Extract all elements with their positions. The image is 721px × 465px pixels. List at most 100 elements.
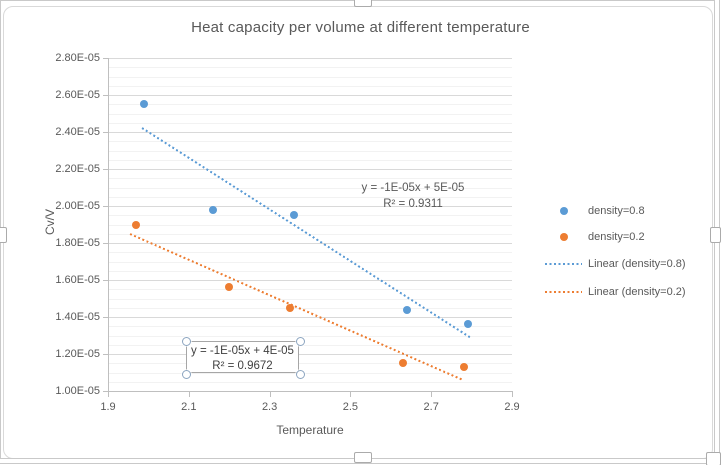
- x-axis-tick-label[interactable]: 1.9: [100, 401, 116, 413]
- major-gridline: [108, 317, 512, 318]
- minor-gridline: [108, 307, 512, 309]
- chart-resize-handle-bottom-right[interactable]: [706, 452, 721, 465]
- major-gridline: [108, 206, 512, 207]
- x-axis-tick-label[interactable]: 2.3: [261, 401, 278, 413]
- chart-resize-handle-top[interactable]: [354, 0, 372, 7]
- minor-gridline: [108, 381, 512, 383]
- legend-item-linear-density-0.8[interactable]: Linear (density=0.8): [545, 257, 686, 271]
- x-axis-tick: [188, 391, 190, 397]
- x-axis-tick: [108, 391, 109, 397]
- minor-gridline: [108, 252, 512, 254]
- legend-label: density=0.2: [588, 231, 645, 243]
- legend-marker-dotted-line: [545, 263, 582, 265]
- minor-gridline: [108, 344, 512, 346]
- major-gridline: [108, 354, 512, 355]
- y-axis-tick: [103, 354, 108, 355]
- y-axis-tick-label[interactable]: 1.40E-05: [55, 311, 100, 323]
- y-axis-tick: [103, 95, 108, 96]
- data-point-density=0.8[interactable]: [463, 320, 472, 329]
- x-axis-tick-label[interactable]: 2.7: [423, 401, 439, 413]
- data-point-density=0.2[interactable]: [285, 303, 294, 312]
- y-axis-tick: [103, 169, 108, 170]
- minor-gridline: [108, 104, 512, 106]
- equation-text: y = -1E-05x + 5E-05: [361, 182, 465, 194]
- minor-gridline: [108, 224, 512, 226]
- y-axis-tick-label[interactable]: 2.00E-05: [55, 200, 100, 212]
- y-axis-title[interactable]: Cv/V: [43, 209, 57, 236]
- minor-gridline: [108, 67, 512, 69]
- minor-gridline: [108, 261, 512, 263]
- x-axis-line: [104, 391, 513, 392]
- major-gridline: [108, 169, 512, 170]
- trendline-equation-density-0.8[interactable]: y = -1E-05x + 5E-05 R² = 0.9311: [346, 180, 480, 212]
- legend-label: density=0.8: [588, 205, 645, 217]
- minor-gridline: [108, 196, 512, 198]
- minor-gridline: [108, 363, 512, 365]
- textbox-handle-bottom-left[interactable]: [182, 370, 191, 379]
- chart-resize-handle-bottom[interactable]: [354, 452, 372, 463]
- data-point-density=0.2[interactable]: [225, 283, 234, 292]
- minor-gridline: [108, 335, 512, 337]
- y-axis-tick: [103, 317, 108, 318]
- y-axis-tick-label[interactable]: 1.80E-05: [55, 237, 100, 249]
- y-axis-tick-label[interactable]: 2.60E-05: [55, 89, 100, 101]
- x-axis-tick: [512, 391, 513, 397]
- y-axis-tick-label[interactable]: 2.80E-05: [55, 52, 100, 64]
- minor-gridline: [108, 187, 512, 189]
- textbox-handle-top-right[interactable]: [296, 337, 305, 346]
- x-axis-tick: [431, 391, 433, 397]
- minor-gridline: [108, 298, 512, 300]
- legend-item-density-0.2[interactable]: density=0.2: [545, 230, 645, 244]
- minor-gridline: [108, 159, 512, 161]
- x-axis-tick: [350, 391, 352, 397]
- data-point-density=0.8[interactable]: [289, 211, 298, 220]
- chart-resize-handle-left[interactable]: [0, 227, 7, 243]
- textbox-handle-top-left[interactable]: [182, 337, 191, 346]
- y-axis-tick-label[interactable]: 1.20E-05: [55, 348, 100, 360]
- equation-text: y = -1E-05x + 4E-05: [191, 345, 294, 357]
- textbox-handle-bottom-right[interactable]: [296, 370, 305, 379]
- legend-label: Linear (density=0.8): [588, 258, 686, 270]
- y-axis-tick-label[interactable]: 1.60E-05: [55, 274, 100, 286]
- r-squared-text: R² = 0.9311: [383, 198, 443, 210]
- y-axis-tick: [103, 58, 108, 59]
- trendline-equation-textbox-density-0.2[interactable]: y = -1E-05x + 4E-05 R² = 0.9672: [186, 341, 299, 373]
- data-point-density=0.2[interactable]: [398, 359, 407, 368]
- data-point-density=0.8[interactable]: [209, 205, 218, 214]
- chart-resize-handle-right[interactable]: [710, 227, 721, 243]
- y-axis-line: [108, 58, 109, 392]
- minor-gridline: [108, 178, 512, 180]
- minor-gridline: [108, 150, 512, 152]
- major-gridline: [108, 243, 512, 244]
- x-axis-tick-label[interactable]: 2.9: [504, 401, 520, 413]
- minor-gridline: [108, 113, 512, 115]
- major-gridline: [108, 280, 512, 281]
- legend-item-linear-density-0.2[interactable]: Linear (density=0.2): [545, 285, 686, 299]
- x-axis-tick-label[interactable]: 2.1: [181, 401, 197, 413]
- minor-gridline: [108, 122, 512, 124]
- major-gridline: [108, 132, 512, 133]
- minor-gridline: [108, 270, 512, 272]
- x-axis-tick-label[interactable]: 2.5: [342, 401, 359, 413]
- data-point-density=0.8[interactable]: [140, 100, 149, 109]
- minor-gridline: [108, 372, 512, 374]
- x-axis-title[interactable]: Temperature: [276, 423, 344, 437]
- chart-title[interactable]: Heat capacity per volume at different te…: [191, 19, 530, 36]
- y-axis-tick-label[interactable]: 2.20E-05: [55, 163, 100, 175]
- data-point-density=0.2[interactable]: [459, 362, 468, 371]
- legend-item-density-0.8[interactable]: density=0.8: [545, 204, 645, 218]
- minor-gridline: [108, 289, 512, 291]
- data-point-density=0.8[interactable]: [402, 305, 411, 314]
- minor-gridline: [108, 141, 512, 143]
- major-gridline: [108, 58, 512, 59]
- data-point-density=0.2[interactable]: [132, 220, 141, 229]
- legend-marker-dotted-line: [545, 291, 582, 293]
- y-axis-tick: [103, 391, 108, 392]
- y-axis-tick: [103, 280, 108, 281]
- minor-gridline: [108, 326, 512, 328]
- legend-label: Linear (density=0.2): [588, 286, 686, 298]
- r-squared-text: R² = 0.9672: [212, 360, 273, 372]
- y-axis-tick-label[interactable]: 2.40E-05: [55, 126, 100, 138]
- y-axis-tick-label[interactable]: 1.00E-05: [55, 385, 100, 397]
